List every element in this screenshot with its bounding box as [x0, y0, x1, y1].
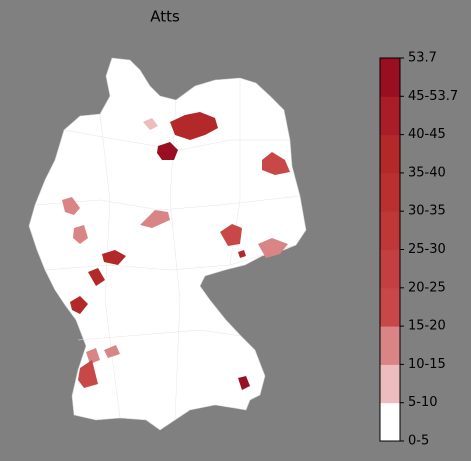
colorbar-label: 53.7 [408, 51, 437, 66]
country-outline [28, 57, 307, 431]
district [86, 348, 100, 364]
district [70, 296, 88, 314]
district [104, 345, 120, 358]
district [88, 268, 105, 286]
district [143, 118, 158, 130]
colorbar-segment [380, 134, 400, 174]
district [238, 250, 246, 258]
highlighted-districts [62, 112, 290, 390]
district [78, 360, 98, 388]
district [102, 250, 126, 265]
colorbar-segment [380, 364, 400, 404]
colorbar-segment [380, 172, 400, 212]
map-title: Atts [150, 8, 180, 26]
germany-map [28, 57, 307, 431]
colorbar-label: 40-45 [408, 127, 446, 142]
colorbar-segment [380, 96, 400, 136]
district [170, 112, 218, 140]
colorbar: 0-5 5-10 10-15 15-20 20-25 25-30 30-35 35-40 40-… [379, 51, 458, 449]
colorbar-segment [380, 287, 400, 327]
colorbar-label: 45-53.7 [408, 89, 458, 104]
district [262, 152, 290, 175]
district [62, 197, 80, 215]
colorbar-segment [380, 249, 400, 289]
colorbar-label: 0-5 [408, 434, 429, 449]
district [73, 225, 88, 244]
district [157, 142, 178, 160]
colorbar-segment [380, 326, 400, 365]
district [258, 238, 288, 258]
colorbar-label: 20-25 [408, 280, 446, 295]
colorbar-label: 15-20 [408, 319, 446, 334]
colorbar-label: 35-40 [408, 165, 446, 180]
colorbar-segment [380, 402, 400, 442]
colorbar-label: 25-30 [408, 242, 446, 257]
colorbar-segment [380, 58, 400, 97]
colorbar-segment [380, 211, 400, 250]
district [140, 210, 170, 228]
colorbar-label: 30-35 [408, 204, 446, 219]
district [220, 224, 242, 246]
district [238, 376, 250, 390]
colorbar-label: 5-10 [408, 395, 438, 410]
colorbar-label: 10-15 [408, 357, 446, 372]
